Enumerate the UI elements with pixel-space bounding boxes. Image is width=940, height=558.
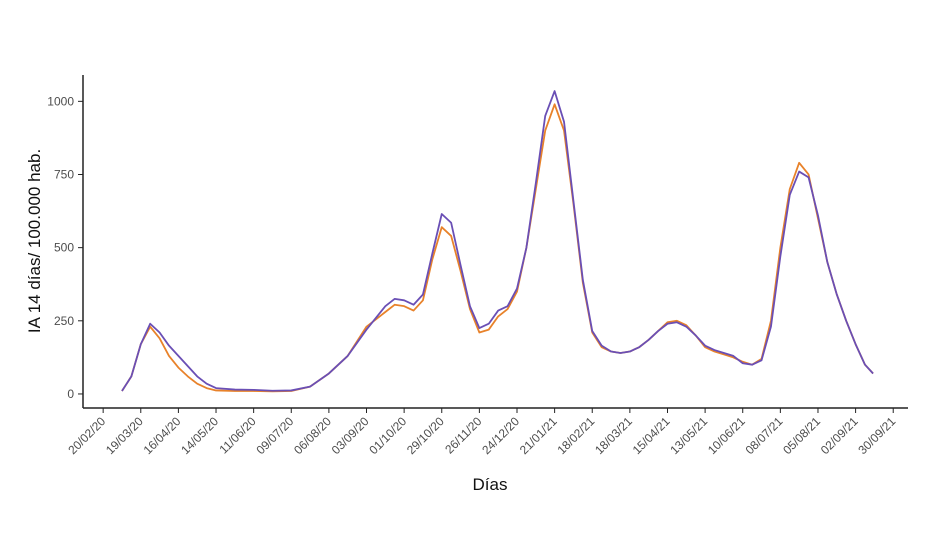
series-line [121, 90, 874, 392]
x-tick-label: 14/05/20 [178, 414, 221, 457]
x-tick-label: 16/04/20 [141, 414, 184, 457]
x-tick-label: 15/04/21 [630, 414, 673, 457]
x-tick-label: 02/09/21 [818, 414, 861, 457]
x-tick-label: 01/10/20 [366, 414, 409, 457]
x-tick-label: 18/02/21 [554, 414, 597, 457]
x-tick-label: 29/10/20 [404, 414, 447, 457]
x-tick-label: 10/06/21 [705, 414, 748, 457]
series-line [121, 103, 874, 393]
x-tick-label: 05/08/21 [780, 414, 823, 457]
x-tick-label: 08/07/21 [743, 414, 786, 457]
y-tick-label: 1000 [47, 94, 74, 108]
y-tick-label: 0 [67, 387, 74, 401]
x-tick-label: 13/05/21 [667, 414, 710, 457]
y-tick-label: 500 [54, 241, 74, 255]
x-tick-label: 20/02/20 [65, 414, 108, 457]
x-tick-label: 24/12/20 [479, 414, 522, 457]
x-tick-label: 09/07/20 [253, 414, 296, 457]
y-tick-label: 250 [54, 314, 74, 328]
x-tick-label: 30/09/21 [855, 414, 898, 457]
x-tick-label: 19/03/20 [103, 414, 146, 457]
y-tick-label: 750 [54, 167, 74, 181]
x-tick-label: 03/09/20 [329, 414, 372, 457]
x-tick-label: 11/06/20 [216, 414, 259, 457]
y-axis-title: IA 14 días/ 100.000 hab. [25, 149, 44, 333]
x-axis-title: Días [473, 475, 508, 494]
x-tick-label: 06/08/20 [291, 414, 334, 457]
x-tick-label: 21/01/21 [517, 414, 560, 457]
x-tick-label: 18/03/21 [592, 414, 635, 457]
x-tick-label: 26/11/20 [442, 414, 485, 457]
